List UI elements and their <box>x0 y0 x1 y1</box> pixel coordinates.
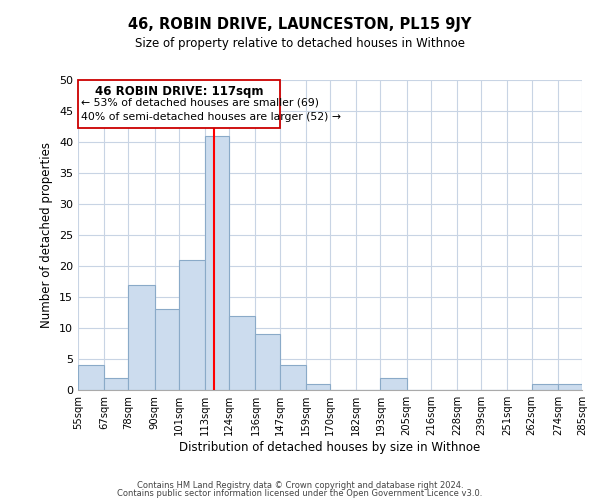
Bar <box>558 384 582 390</box>
Bar <box>280 365 306 390</box>
Text: Size of property relative to detached houses in Withnoe: Size of property relative to detached ho… <box>135 38 465 51</box>
Bar <box>128 284 155 390</box>
Bar <box>380 378 407 390</box>
Text: Contains HM Land Registry data © Crown copyright and database right 2024.: Contains HM Land Registry data © Crown c… <box>137 481 463 490</box>
Bar <box>306 384 330 390</box>
Bar <box>104 378 128 390</box>
Bar <box>205 136 229 390</box>
Text: 46 ROBIN DRIVE: 117sqm: 46 ROBIN DRIVE: 117sqm <box>95 85 263 98</box>
Text: Contains public sector information licensed under the Open Government Licence v3: Contains public sector information licen… <box>118 488 482 498</box>
Text: ← 53% of detached houses are smaller (69): ← 53% of detached houses are smaller (69… <box>81 98 319 108</box>
Text: 46, ROBIN DRIVE, LAUNCESTON, PL15 9JY: 46, ROBIN DRIVE, LAUNCESTON, PL15 9JY <box>128 18 472 32</box>
Y-axis label: Number of detached properties: Number of detached properties <box>40 142 53 328</box>
Text: 40% of semi-detached houses are larger (52) →: 40% of semi-detached houses are larger (… <box>81 112 341 122</box>
Bar <box>256 334 280 390</box>
Bar <box>532 384 558 390</box>
X-axis label: Distribution of detached houses by size in Withnoe: Distribution of detached houses by size … <box>179 441 481 454</box>
Bar <box>179 260 205 390</box>
Bar <box>78 365 104 390</box>
Bar <box>155 310 179 390</box>
FancyBboxPatch shape <box>78 80 280 128</box>
Bar <box>229 316 256 390</box>
